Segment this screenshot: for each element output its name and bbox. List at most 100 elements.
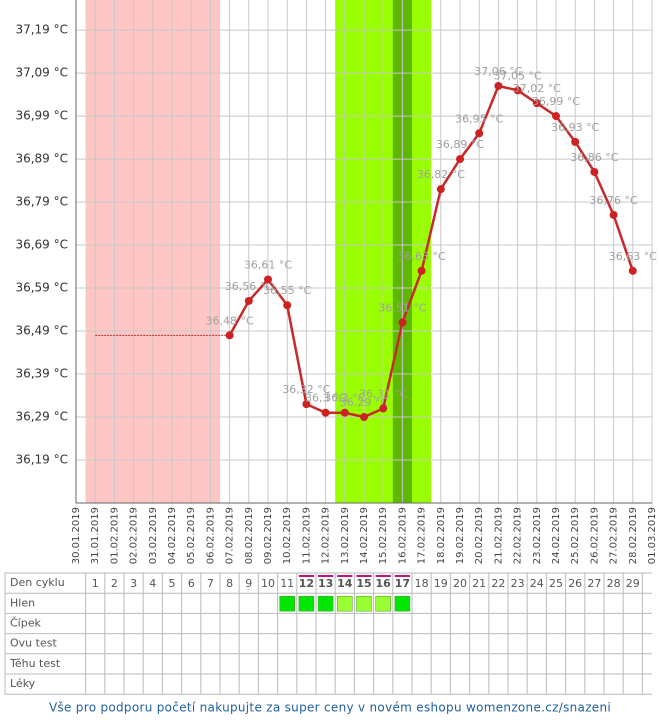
cycle-day: 18 xyxy=(415,577,429,590)
x-tick-label: 25.02.2019 xyxy=(570,507,581,564)
mucus-mark xyxy=(356,595,372,612)
x-tick-label: 04.02.2019 xyxy=(167,507,178,564)
cycle-day: 10 xyxy=(261,577,275,590)
value-label: 36,51 °C xyxy=(378,301,426,314)
mucus-mark xyxy=(279,595,295,612)
cycle-day: 28 xyxy=(607,577,621,590)
x-tick-label: 26.02.2019 xyxy=(589,507,600,564)
x-tick-label: 11.02.2019 xyxy=(301,507,312,564)
cycle-day: 19 xyxy=(434,577,448,590)
fertile-marker xyxy=(298,575,314,577)
y-tick-label: 36,99 °C xyxy=(15,109,68,123)
x-tick-label: 06.02.2019 xyxy=(205,507,216,564)
temperature-point xyxy=(552,112,560,121)
row-label: Čípek xyxy=(10,617,41,630)
cycle-day: 7 xyxy=(207,577,214,590)
cycle-day: 15 xyxy=(356,577,371,590)
cycle-day: 12 xyxy=(299,577,314,590)
row-label: Těhu test xyxy=(9,657,61,670)
temperature-point xyxy=(302,400,311,409)
value-label: 36,86 °C xyxy=(570,151,618,164)
cycle-day: 25 xyxy=(549,577,563,590)
x-tick-label: 15.02.2019 xyxy=(378,507,389,564)
y-tick-label: 36,89 °C xyxy=(15,152,68,166)
temperature-point xyxy=(609,210,618,219)
fertile-marker xyxy=(394,575,410,577)
value-label: 36,93 °C xyxy=(551,121,599,134)
y-tick-label: 36,59 °C xyxy=(15,281,68,295)
x-tick-label: 07.02.2019 xyxy=(225,507,236,564)
x-tick-label: 02.02.2019 xyxy=(129,507,140,564)
temperature-point xyxy=(475,129,484,138)
value-label: 36,29 °C xyxy=(340,396,388,409)
temperature-point xyxy=(398,318,407,327)
cycle-day: 26 xyxy=(568,577,582,590)
temperature-point xyxy=(494,81,503,90)
value-label: 36,82 °C xyxy=(417,168,465,181)
temperature-point xyxy=(590,167,599,176)
temperature-point xyxy=(264,275,272,284)
x-tick-label: 18.02.2019 xyxy=(436,507,447,564)
x-tick-label: 23.02.2019 xyxy=(532,507,543,564)
fertile-marker xyxy=(318,575,334,577)
x-tick-label: 09.02.2019 xyxy=(263,507,274,564)
value-label: 36,32 °C xyxy=(282,383,330,396)
cycle-day: 16 xyxy=(376,577,392,590)
value-label: 36,55 °C xyxy=(263,284,311,297)
y-tick-label: 37,19 °C xyxy=(15,23,68,37)
x-tick-label: 01.02.2019 xyxy=(109,507,120,564)
x-tick-label: 20.02.2019 xyxy=(474,507,485,564)
cycle-day: 2 xyxy=(111,577,118,590)
temperature-point xyxy=(360,413,368,422)
x-tick-label: 19.02.2019 xyxy=(455,507,466,564)
mucus-mark xyxy=(375,595,391,612)
fertile-marker xyxy=(356,575,372,577)
x-tick-label: 24.02.2019 xyxy=(551,507,562,564)
value-label: 36,56 °C xyxy=(225,280,273,293)
value-label: 36,76 °C xyxy=(590,194,638,207)
value-label: 36,89 °C xyxy=(436,138,484,151)
x-tick-label: 27.02.2019 xyxy=(609,507,620,564)
temperature-point xyxy=(513,86,522,95)
mucus-mark xyxy=(317,595,334,612)
x-tick-label: 17.02.2019 xyxy=(417,507,428,564)
temperature-point xyxy=(321,408,330,417)
cycle-day: 13 xyxy=(318,577,333,590)
footer: Vše pro podporu početí nakupujte za supe… xyxy=(49,701,611,715)
value-label: 36,95 °C xyxy=(455,112,503,125)
row-label: Ovu test xyxy=(10,637,57,650)
x-tick-label: 13.02.2019 xyxy=(340,507,351,564)
temperature-point xyxy=(436,185,445,194)
cycle-day: 22 xyxy=(491,577,505,590)
temperature-line xyxy=(228,84,634,419)
x-tick-label: 31.01.2019 xyxy=(90,507,101,564)
x-tick-label: 22.02.2019 xyxy=(513,507,524,564)
x-tick-label: 30.01.2019 xyxy=(71,507,82,564)
temperature-point xyxy=(456,155,464,164)
x-tick-label: 10.02.2019 xyxy=(282,507,293,564)
x-tick-label: 12.02.2019 xyxy=(321,507,332,564)
temperature-point xyxy=(283,301,292,310)
value-label: 36,31 °C xyxy=(359,387,407,400)
value-label: 36,3 °C xyxy=(305,392,346,405)
value-label: 36,99 °C xyxy=(532,95,580,108)
cycle-day: 14 xyxy=(337,577,353,590)
temperature-point xyxy=(532,99,541,108)
x-tick-label: 21.02.2019 xyxy=(493,507,504,564)
value-label: 36,3 °C xyxy=(324,392,365,405)
cycle-day: 17 xyxy=(395,577,410,590)
y-tick-label: 36,69 °C xyxy=(15,238,68,252)
x-tick-label: 14.02.2019 xyxy=(359,507,370,564)
cycle-day: 6 xyxy=(188,577,195,590)
x-tick-label: 01.03.2019 xyxy=(647,507,658,564)
cycle-day: 24 xyxy=(530,577,544,590)
row-label: Léky xyxy=(10,677,36,690)
temperature-point xyxy=(340,408,349,417)
x-tick-label: 03.02.2019 xyxy=(148,507,159,564)
y-tick-label: 36,29 °C xyxy=(15,410,68,424)
temperature-point xyxy=(417,266,426,275)
y-tick-label: 36,19 °C xyxy=(15,453,68,467)
y-tick-label: 36,39 °C xyxy=(15,367,68,381)
temperature-point xyxy=(244,296,253,305)
